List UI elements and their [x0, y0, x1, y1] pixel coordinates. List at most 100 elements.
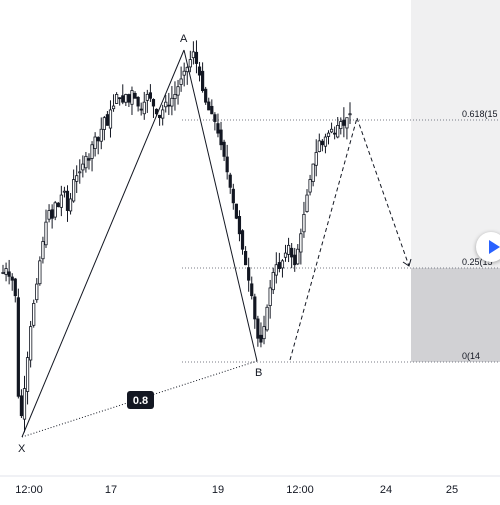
candle-body — [311, 163, 315, 182]
candle — [133, 91, 137, 99]
candle — [320, 139, 324, 152]
candle — [105, 111, 110, 126]
candle — [164, 95, 168, 113]
candle — [142, 91, 146, 120]
candle-body — [216, 123, 220, 134]
candle — [50, 204, 54, 229]
candle-body — [302, 214, 306, 233]
candle — [136, 96, 140, 112]
candle-body — [133, 92, 137, 99]
candle-body — [231, 188, 235, 204]
candle-body — [22, 388, 27, 420]
candle — [108, 100, 113, 138]
candle — [115, 92, 119, 104]
candle-body — [323, 136, 328, 147]
candle-body — [111, 105, 116, 110]
candle-body — [329, 128, 334, 133]
candle-body — [342, 119, 346, 126]
candle — [326, 130, 331, 145]
candle-body — [345, 117, 349, 129]
play-button[interactable] — [476, 232, 500, 262]
candle — [22, 375, 27, 433]
candle-body — [158, 114, 162, 119]
candle-body — [41, 241, 45, 260]
candle-body — [293, 254, 297, 266]
candle-body — [219, 129, 223, 146]
candle-body — [182, 70, 186, 76]
candle-body — [250, 283, 254, 297]
candle — [59, 185, 63, 217]
candle — [191, 41, 195, 65]
candle-body — [87, 158, 91, 161]
candle — [283, 244, 288, 262]
candle-body — [274, 264, 278, 276]
candle — [213, 112, 217, 131]
candle — [188, 50, 192, 73]
candle — [38, 256, 42, 286]
candle — [124, 93, 128, 107]
projection-arrowhead — [402, 258, 412, 267]
candle-body — [326, 132, 331, 137]
candle — [317, 133, 321, 153]
candle — [262, 315, 266, 345]
candle-body — [118, 97, 122, 100]
candle-body — [314, 152, 318, 166]
candle-body — [243, 250, 248, 266]
candle — [111, 94, 116, 112]
candle-body — [130, 90, 134, 105]
candle — [237, 210, 242, 242]
x-tick-label: 19 — [212, 484, 224, 496]
candle — [293, 247, 297, 272]
candle — [286, 237, 291, 263]
candle-body — [10, 276, 14, 281]
candle-body — [108, 109, 113, 129]
candle — [62, 186, 67, 198]
candle-body — [188, 59, 192, 68]
candle — [41, 236, 45, 264]
candle — [274, 252, 278, 284]
candle-body — [72, 179, 76, 202]
candle — [68, 192, 73, 215]
projection-zone-upper — [411, 0, 500, 268]
candle-body — [78, 171, 82, 174]
ratio-label: 0.8 — [133, 395, 148, 407]
candle-body — [277, 262, 281, 269]
candle-body — [317, 140, 321, 153]
x-tick-label: 25 — [446, 484, 458, 496]
candle-body — [290, 247, 294, 258]
candle-body — [90, 144, 94, 159]
candle-body — [145, 94, 149, 101]
candle — [151, 98, 156, 118]
candle — [256, 315, 260, 347]
candle — [102, 115, 106, 141]
candle-body — [253, 296, 257, 320]
candle — [139, 102, 143, 116]
candle-body — [65, 190, 70, 211]
fib-level-label: 0.618(15 — [462, 109, 498, 119]
candle — [302, 201, 306, 238]
candle — [87, 153, 91, 170]
candle — [290, 242, 294, 269]
candle-body — [225, 156, 229, 173]
candle — [308, 174, 312, 196]
candle — [72, 169, 76, 203]
candle-body — [207, 101, 211, 111]
pattern-point-x-label: X — [18, 443, 26, 455]
candle — [204, 86, 208, 105]
candle — [197, 61, 202, 82]
candle-body — [237, 216, 242, 235]
candle-body — [339, 121, 343, 129]
candle — [96, 136, 100, 155]
candle-body — [38, 260, 42, 285]
candle — [118, 97, 122, 106]
candle — [336, 117, 340, 139]
candle — [179, 66, 183, 92]
candle-body — [170, 97, 174, 107]
candle-body — [124, 94, 128, 103]
candle-body — [283, 252, 288, 258]
candle — [216, 113, 220, 138]
candle — [47, 204, 51, 223]
candle — [4, 262, 8, 282]
